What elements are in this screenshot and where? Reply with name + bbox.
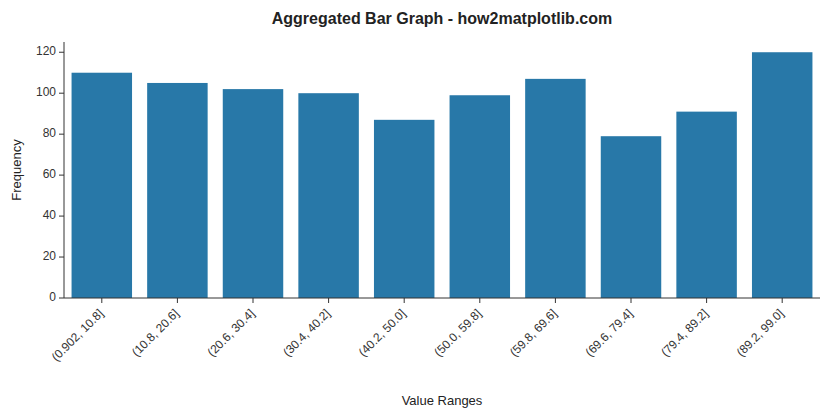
bar (525, 79, 585, 298)
x-tick (101, 298, 102, 303)
bar (147, 83, 207, 298)
bar (450, 95, 510, 298)
x-tick (253, 298, 254, 303)
x-tick (479, 298, 480, 303)
x-tick-label: (69.6, 79.4] (583, 306, 636, 359)
x-tick-label: (59.8, 69.6] (507, 306, 560, 359)
y-tick-label: 120 (36, 44, 56, 58)
x-tick-label: (10.8, 20.6] (129, 306, 182, 359)
x-tick-label: (20.6, 30.4] (205, 306, 258, 359)
x-tick-label: (50.0, 59.8] (431, 306, 484, 359)
y-tick (59, 93, 64, 94)
x-axis-label: Value Ranges (402, 393, 483, 408)
y-tick-label: 40 (43, 208, 57, 222)
bar (752, 52, 812, 298)
y-tick (59, 257, 64, 258)
x-tick-label: (79.4, 89.2] (658, 306, 711, 359)
x-tick-label: (89.2, 99.0] (734, 306, 787, 359)
bar (298, 93, 358, 298)
x-tick (706, 298, 707, 303)
bar (223, 89, 283, 298)
y-tick (59, 175, 64, 176)
x-tick (782, 298, 783, 303)
bar (72, 73, 132, 298)
y-tick-label: 60 (43, 167, 57, 181)
bar (374, 120, 434, 298)
x-tick (177, 298, 178, 303)
x-tick (328, 298, 329, 303)
y-axis-label: Frequency (9, 139, 24, 201)
x-tick (555, 298, 556, 303)
y-tick (59, 52, 64, 53)
y-tick-label: 0 (49, 290, 56, 304)
y-tick (59, 134, 64, 135)
y-tick-label: 80 (43, 126, 57, 140)
axes: 0 20 40 60 80 100 120 (0.902, 10.8] (10.8, 20.6]… (36, 42, 820, 364)
y-tick-label: 100 (36, 85, 56, 99)
y-tick-label: 20 (43, 249, 57, 263)
bar (601, 136, 661, 298)
x-tick-label: (40.2, 50.0] (356, 306, 409, 359)
bars (72, 52, 813, 298)
x-tick (631, 298, 632, 303)
x-tick-label: (0.902, 10.8] (49, 306, 107, 364)
y-tick (59, 216, 64, 217)
title: Aggregated Bar Graph - how2matplotlib.co… (272, 10, 612, 27)
y-axis-line (64, 42, 65, 298)
x-tick (404, 298, 405, 303)
chart-container: 0 20 40 60 80 100 120 (0.902, 10.8] (10.8, 20.6]… (0, 0, 840, 420)
x-tick-label: (30.4, 40.2] (280, 306, 333, 359)
chart-svg: 0 20 40 60 80 100 120 (0.902, 10.8] (10.8, 20.6]… (0, 0, 840, 420)
y-tick (59, 298, 64, 299)
bar (676, 112, 736, 298)
